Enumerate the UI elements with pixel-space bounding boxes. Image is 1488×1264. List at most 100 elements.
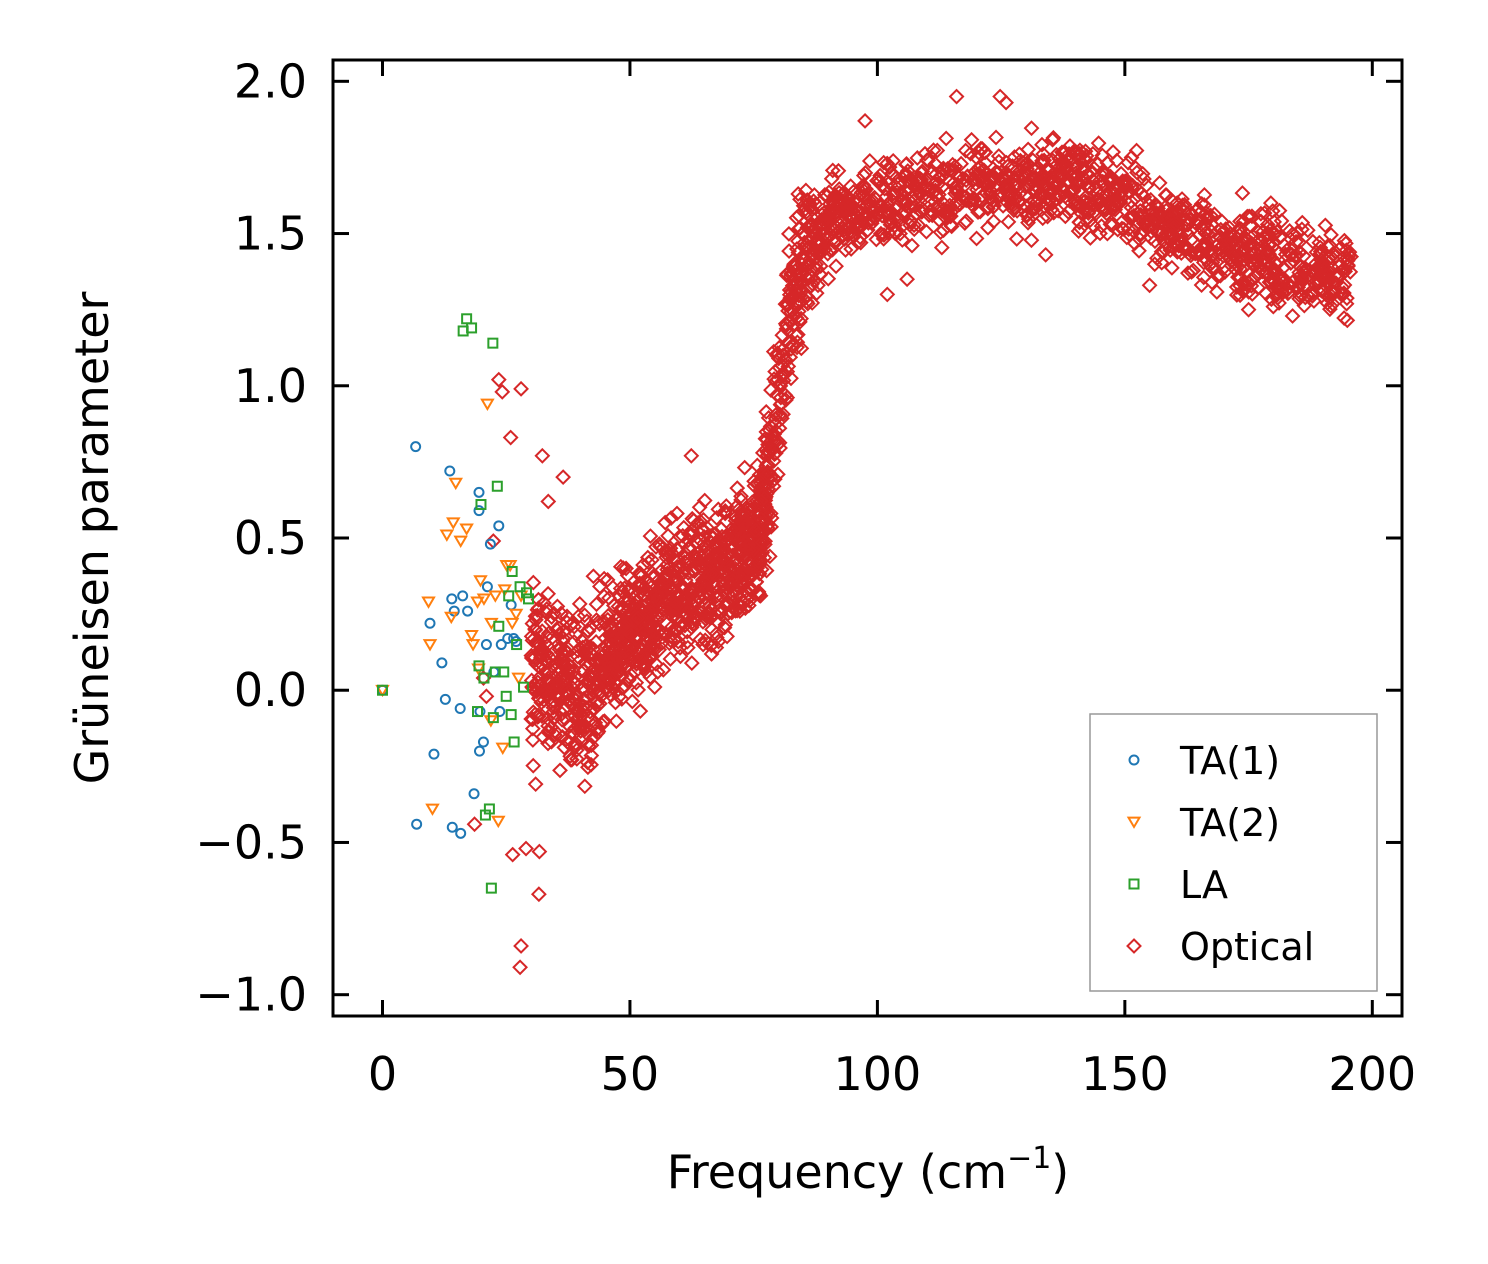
optical-point	[530, 708, 547, 725]
optical-point	[1297, 289, 1314, 306]
optical-point	[1151, 174, 1168, 191]
optical-point	[1128, 142, 1145, 159]
optical-point	[807, 221, 824, 238]
optical-point	[703, 637, 720, 654]
optical-point	[904, 237, 920, 254]
legend-marker-la	[1128, 878, 1140, 890]
optical-point	[1191, 227, 1208, 243]
ta2-point	[465, 639, 481, 652]
optical-point	[736, 459, 753, 476]
optical-point	[1256, 249, 1273, 266]
optical-point	[1082, 201, 1099, 218]
optical-point	[1284, 308, 1301, 324]
optical-point	[615, 651, 631, 668]
optical-point	[1089, 156, 1106, 173]
optical-point	[1060, 184, 1077, 201]
legend-label-la: LA	[1180, 863, 1228, 907]
optical-point	[972, 203, 989, 220]
optical-point	[874, 176, 891, 193]
legend-label-optical: Optical	[1180, 925, 1314, 969]
optical-point	[754, 534, 771, 551]
optical-point	[843, 241, 860, 257]
optical-point	[892, 225, 909, 242]
optical-point	[576, 778, 593, 795]
optical-point	[1258, 285, 1274, 302]
optical-point	[855, 167, 872, 184]
optical-point	[1244, 208, 1260, 225]
optical-point	[958, 192, 975, 209]
optical-point	[1262, 195, 1279, 212]
optical-point	[583, 667, 600, 684]
optical-point	[665, 608, 681, 625]
optical-point	[734, 505, 750, 522]
optical-point	[512, 959, 528, 976]
optical-point	[669, 622, 686, 639]
optical-point	[934, 179, 951, 195]
optical-point	[985, 170, 1001, 187]
optical-point	[690, 514, 707, 531]
ta1-point	[436, 657, 448, 669]
optical-point	[981, 181, 998, 198]
ta2-point	[502, 560, 518, 573]
optical-point	[737, 600, 754, 617]
optical-point	[642, 528, 659, 545]
ta2-point	[446, 517, 461, 530]
optical-point	[529, 601, 546, 618]
optical-point	[1276, 237, 1293, 254]
optical-point	[1147, 196, 1164, 213]
optical-point	[588, 694, 605, 711]
optical-point	[560, 656, 577, 673]
ta1-point	[410, 441, 422, 453]
optical-point	[1129, 181, 1146, 198]
optical-point	[1120, 221, 1137, 238]
y-axis-label: Grüneisen parameter	[65, 291, 119, 784]
optical-point	[1190, 200, 1206, 217]
optical-point	[1090, 135, 1107, 152]
la-point	[503, 590, 515, 602]
optical-point	[738, 539, 755, 555]
optical-point	[733, 488, 749, 505]
optical-point	[1235, 213, 1252, 230]
optical-point	[737, 518, 754, 535]
optical-point	[709, 587, 726, 604]
optical-point	[1027, 176, 1044, 193]
optical-point	[648, 586, 665, 603]
optical-point	[826, 233, 842, 250]
optical-point	[781, 243, 797, 260]
optical-point	[830, 162, 847, 179]
optical-point	[1321, 301, 1338, 318]
optical-point	[1291, 275, 1308, 292]
optical-point	[725, 585, 741, 602]
optical-point	[1132, 225, 1149, 242]
optical-point	[612, 558, 629, 575]
optical-point	[1338, 295, 1355, 312]
optical-point	[502, 429, 519, 446]
optical-point	[1311, 247, 1328, 264]
optical-point	[1339, 252, 1356, 269]
optical-point	[1250, 224, 1267, 241]
optical-point	[928, 166, 944, 183]
ta1-point	[457, 590, 469, 602]
optical-point	[608, 713, 625, 730]
optical-point	[1195, 269, 1212, 286]
optical-point	[908, 186, 924, 203]
optical-point	[583, 747, 600, 764]
optical-point	[1012, 152, 1029, 169]
optical-point	[543, 675, 559, 692]
optical-point	[938, 130, 955, 147]
la-point	[493, 620, 505, 632]
optical-point	[1111, 177, 1128, 194]
optical-point	[1081, 178, 1097, 195]
optical-point	[559, 734, 576, 750]
optical-point	[890, 212, 907, 228]
plot-area	[333, 60, 1402, 1016]
optical-point	[775, 406, 791, 423]
optical-point	[1023, 232, 1040, 249]
optical-point	[785, 317, 802, 333]
la-point	[491, 480, 503, 492]
optical-point	[849, 221, 865, 238]
optical-point	[804, 294, 821, 311]
optical-point	[613, 617, 630, 634]
optical-point	[513, 938, 529, 954]
optical-point	[948, 179, 964, 196]
